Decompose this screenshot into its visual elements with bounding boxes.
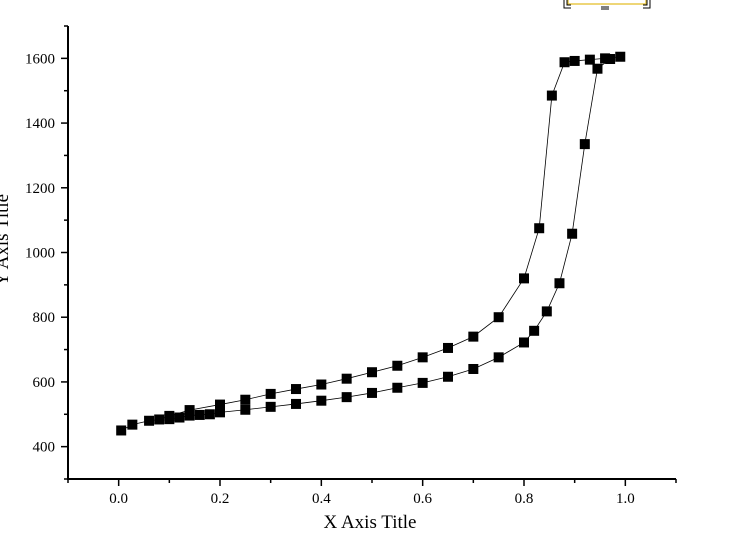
data-point [240,394,251,405]
axes: 0.0 0.2 0.4 0.6 0.8 1.0 400 600 800 1000 1200 1400 1… [25,25,677,507]
x-tick-label: 0.6 [413,491,432,507]
data-point [592,63,603,74]
data-point [154,414,165,425]
data-point [367,387,377,398]
data-point [341,373,352,384]
y-tick-label: 1200 [25,181,55,197]
x-tick-label: 0.0 [109,491,128,507]
data-point [265,401,276,412]
y-tick-label: 1600 [25,51,55,67]
data-point [519,337,529,348]
y-tick-label: 800 [33,310,56,326]
data-point [367,367,377,378]
data-point [265,388,276,399]
data-point [529,325,540,336]
data-point [291,384,301,395]
data-point [615,51,626,62]
data-point [519,273,529,284]
data-point [600,53,611,64]
data-point [215,407,225,418]
data-point [417,377,428,388]
data-point [184,405,195,416]
data-point [116,425,127,436]
data-point [291,398,301,409]
data-point [240,404,251,415]
legend-frame[interactable] [563,0,651,10]
y-tick-label: 1400 [25,116,55,132]
series-line-2 [169,58,611,420]
y-tick-label: 400 [33,440,56,456]
data-point [215,399,225,410]
data-point [468,363,479,374]
data-point [468,331,479,342]
data-point [204,409,215,420]
data-point [443,371,453,382]
data-point [579,139,590,150]
data-point [493,352,504,363]
data-point [493,312,504,323]
data-point [144,415,155,426]
data-point [567,228,578,239]
data-point [127,419,138,430]
data-point [184,410,195,421]
series-points [116,51,626,436]
data-point [541,306,552,317]
data-point [164,414,175,425]
data-point [174,412,185,423]
data-point [392,360,403,371]
data-point [316,395,327,406]
data-point [194,409,205,420]
x-tick-label: 1.0 [616,491,635,507]
data-point [443,342,453,353]
data-point [534,223,545,234]
y-axis-title: Y Axis Title [0,194,13,286]
x-tick-label: 0.8 [515,491,534,507]
data-point [569,55,580,66]
data-point [417,352,428,363]
data-point [554,278,565,289]
x-tick-label: 0.4 [312,491,331,507]
y-tick-label: 1000 [25,246,55,262]
data-point [559,57,570,68]
y-tick-label: 600 [33,375,56,391]
data-point [584,54,595,65]
data-point [392,382,403,393]
data-point [605,54,616,65]
x-tick-label: 0.2 [211,491,230,507]
x-axis-title: X Axis Title [324,512,417,533]
data-point [546,90,557,101]
data-point [316,379,327,390]
data-point [341,392,352,403]
